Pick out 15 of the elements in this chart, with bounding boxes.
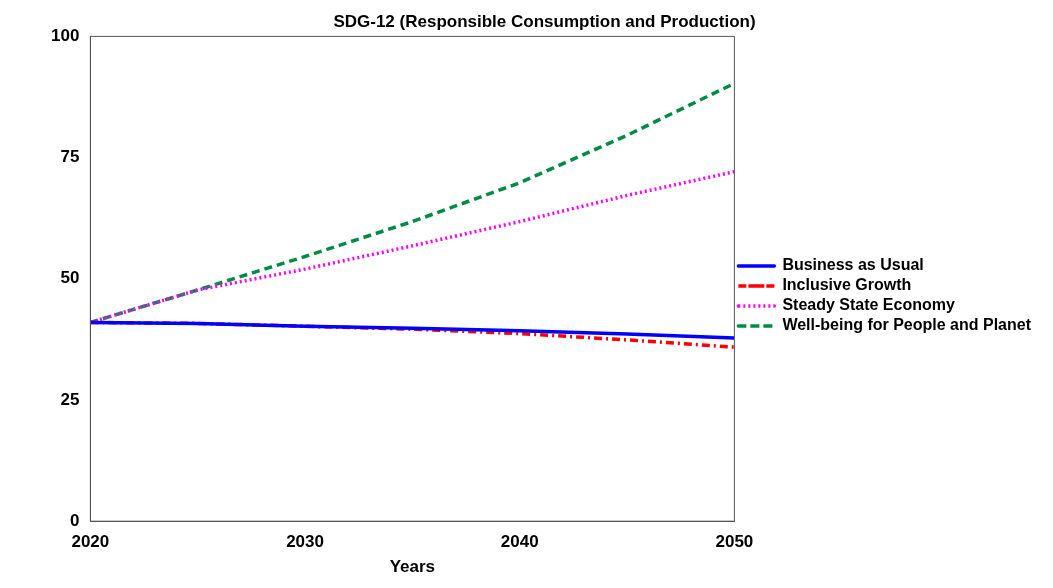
x-tick-label: 2020	[71, 532, 110, 552]
legend-label: Inclusive Growth	[782, 276, 912, 294]
legend-label: Well-being for People and Planet	[782, 316, 1032, 334]
y-tick-label: 100	[50, 26, 80, 46]
x-tick-label: 2030	[286, 532, 324, 552]
y-tick-label: 0	[69, 510, 80, 530]
y-tick-label: 50	[60, 268, 80, 288]
legend-label: Steady State Economy	[782, 296, 955, 314]
x-tick-label: 2040	[500, 532, 539, 552]
legend-label: Business as Usual	[782, 256, 924, 274]
chart-title: SDG-12 (Responsible Consumption and Production)	[333, 11, 756, 31]
y-tick-label: 25	[60, 389, 80, 409]
x-axis-title: Years	[389, 557, 436, 577]
x-tick-label: 2050	[715, 532, 754, 552]
y-tick-label: 75	[60, 147, 80, 167]
